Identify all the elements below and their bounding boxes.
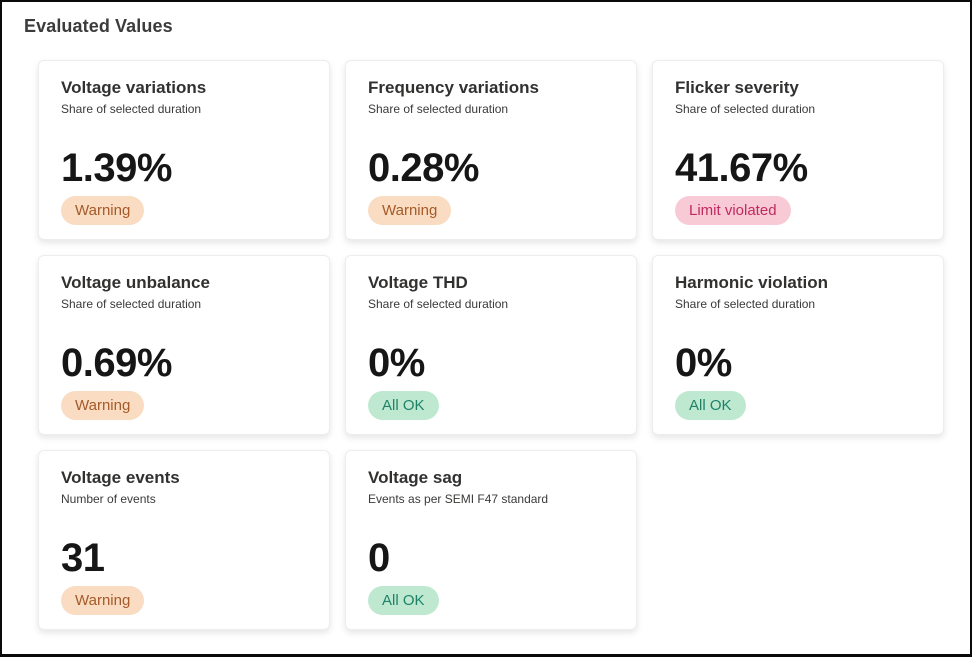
card-subtitle: Share of selected duration	[61, 102, 202, 116]
card-title: Voltage sag	[368, 468, 463, 487]
card-value: 0.69%	[61, 341, 172, 385]
card-subtitle: Share of selected duration	[675, 297, 816, 311]
status-badge: All OK	[368, 391, 439, 420]
card-title: Harmonic violation	[675, 273, 829, 292]
status-badge: Warning	[368, 196, 452, 225]
metric-card: Flicker severity Share of selected durat…	[652, 60, 944, 240]
cards-grid: Voltage variations Share of selected dur…	[38, 60, 944, 630]
card-title: Flicker severity	[675, 78, 799, 97]
status-badge: Limit violated	[675, 196, 791, 225]
card-title: Frequency variations	[368, 78, 540, 97]
status-badge: All OK	[675, 391, 746, 420]
metric-card: Voltage variations Share of selected dur…	[38, 60, 330, 240]
card-value: 1.39%	[61, 146, 172, 190]
metric-card: Harmonic violation Share of selected dur…	[652, 255, 944, 435]
metric-card: Voltage events Number of events 31 Warni…	[38, 450, 330, 630]
status-badge: Warning	[61, 391, 145, 420]
page-title: Evaluated Values	[24, 16, 173, 36]
card-subtitle: Share of selected duration	[368, 297, 509, 311]
card-value: 31	[61, 536, 105, 580]
card-subtitle: Number of events	[61, 492, 156, 506]
metric-card: Voltage unbalance Share of selected dura…	[38, 255, 330, 435]
status-badge: Warning	[61, 586, 145, 615]
card-subtitle: Events as per SEMI F47 standard	[368, 492, 549, 506]
status-badge: Warning	[61, 196, 145, 225]
card-value: 0	[368, 536, 390, 580]
card-title: Voltage variations	[61, 78, 207, 97]
card-subtitle: Share of selected duration	[675, 102, 816, 116]
metric-card: Voltage THD Share of selected duration 0…	[345, 255, 637, 435]
card-title: Voltage THD	[368, 273, 468, 292]
card-title: Voltage unbalance	[61, 273, 210, 292]
card-value: 0%	[368, 341, 425, 385]
status-badge: All OK	[368, 586, 439, 615]
metric-card: Frequency variations Share of selected d…	[345, 60, 637, 240]
card-subtitle: Share of selected duration	[368, 102, 509, 116]
card-value: 41.67%	[675, 146, 808, 190]
card-value: 0.28%	[368, 146, 479, 190]
card-subtitle: Share of selected duration	[61, 297, 202, 311]
card-value: 0%	[675, 341, 732, 385]
card-title: Voltage events	[61, 468, 180, 487]
metric-card: Voltage sag Events as per SEMI F47 stand…	[345, 450, 637, 630]
